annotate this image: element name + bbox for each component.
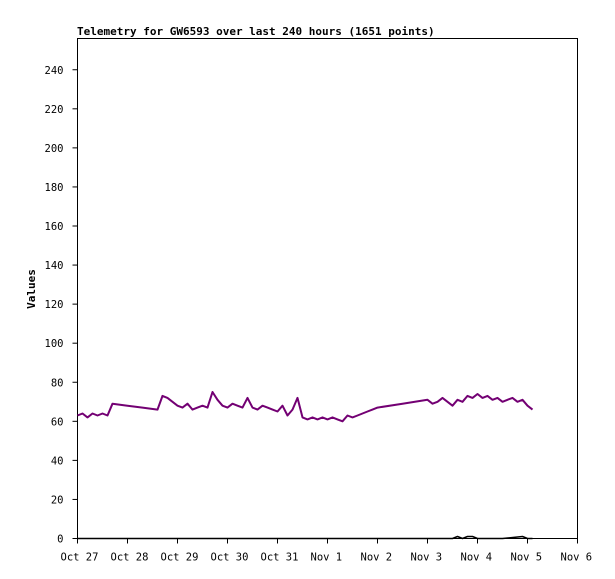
y-axis: 0 20 40 60 80 100 120 140 160 180 200 220 240 xyxy=(45,65,78,546)
x-tick-label: Oct 29 xyxy=(161,552,199,564)
x-tick-label: Nov 5 xyxy=(511,552,543,564)
x-tick-label: Nov 1 xyxy=(311,552,343,564)
y-tick-label: 20 xyxy=(51,494,64,506)
y-tick-label: 160 xyxy=(45,221,64,233)
x-tick-label: Nov 3 xyxy=(411,552,443,564)
y-tick-label: 40 xyxy=(51,455,64,467)
x-tick-label: Oct 31 xyxy=(261,552,299,564)
y-tick-label: 240 xyxy=(45,65,64,77)
x-tick-label: Oct 28 xyxy=(111,552,149,564)
x-tick-label: Nov 4 xyxy=(461,552,493,564)
y-tick-label: 0 xyxy=(57,534,63,546)
y-tick-label: 140 xyxy=(45,260,64,272)
x-axis: Oct 27 Oct 28 Oct 29 Oct 30 Oct 31 Nov 1 Nov 2… xyxy=(61,538,593,564)
y-tick-label: 100 xyxy=(45,338,64,350)
y-tick-label: 60 xyxy=(51,416,64,428)
x-tick-label: Nov 2 xyxy=(361,552,393,564)
plot-area xyxy=(77,38,578,539)
series-line-1 xyxy=(77,535,533,540)
x-tick-label: Oct 30 xyxy=(211,552,249,564)
series-group xyxy=(77,391,534,540)
y-tick-label: 200 xyxy=(45,143,64,155)
x-tick-label: Nov 6 xyxy=(561,552,593,564)
y-tick-label: 220 xyxy=(45,104,64,116)
y-tick-label: 120 xyxy=(45,299,64,311)
y-tick-label: 80 xyxy=(51,377,64,389)
series-line-0 xyxy=(77,391,534,423)
chart-title: Telemetry for GW6593 over last 240 hours… xyxy=(77,25,435,38)
x-tick-label: Oct 27 xyxy=(61,552,99,564)
y-axis-label: Values xyxy=(25,269,38,309)
y-tick-label: 180 xyxy=(45,182,64,194)
